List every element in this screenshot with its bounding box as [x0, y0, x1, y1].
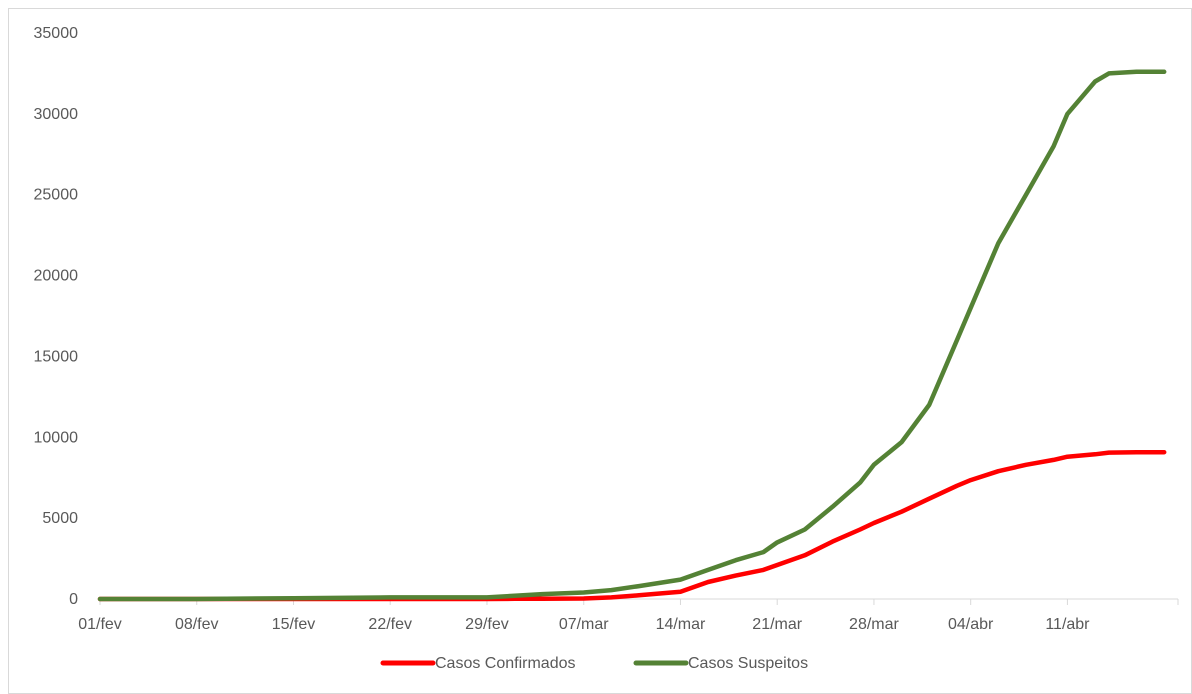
series-line-1: [97, 69, 1167, 602]
axes: 0 5000 10000 15000 20000 25000 30000 35000 01/fe…: [34, 25, 1179, 633]
y-tick-label: 20000: [34, 268, 79, 285]
x-tick-label: 11/abr: [1045, 616, 1090, 633]
y-tick-label: 35000: [34, 25, 79, 42]
x-tick-label: 28/mar: [849, 616, 899, 633]
series-line-0: [97, 449, 1167, 602]
x-tick-label: 01/fev: [78, 616, 122, 633]
legend-label-1: Casos Suspeitos: [688, 655, 808, 672]
y-tick-label: 0: [69, 591, 78, 608]
x-tick-label: 15/fev: [272, 616, 316, 633]
x-tick-label: 14/mar: [656, 616, 706, 633]
x-tick-label: 22/fev: [368, 616, 412, 633]
legend: Casos Confirmados Casos Suspeitos: [380, 655, 808, 672]
y-tick-label: 10000: [34, 429, 79, 446]
y-tick-label: 30000: [34, 106, 79, 123]
series-lines: [97, 69, 1167, 602]
x-tick-label: 04/abr: [948, 616, 994, 633]
legend-label-0: Casos Confirmados: [435, 655, 576, 672]
y-tick-label: 25000: [34, 187, 79, 204]
y-tick-label: 5000: [42, 510, 78, 527]
x-tick-label: 08/fev: [175, 616, 219, 633]
x-tick-label: 29/fev: [465, 616, 509, 633]
y-tick-label: 15000: [34, 348, 79, 365]
x-tick-label: 07/mar: [559, 616, 609, 633]
chart-frame: [8, 8, 1192, 694]
x-tick-label: 21/mar: [752, 616, 802, 633]
